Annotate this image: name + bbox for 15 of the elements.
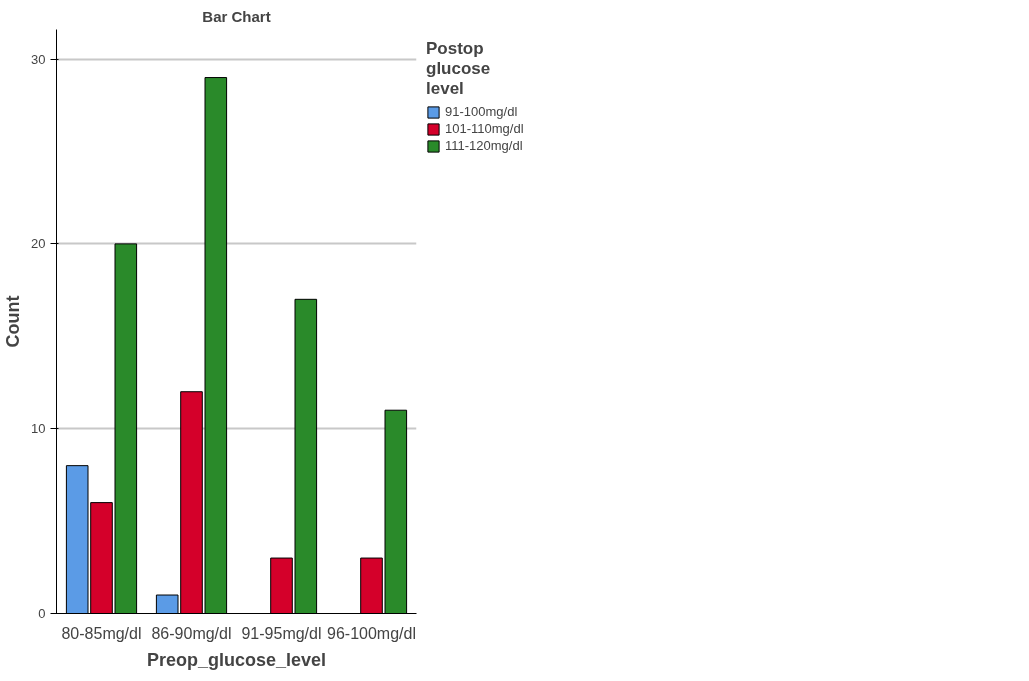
x-tick-label: 86-90mg/dl: [151, 624, 232, 642]
legend-label: 111-120mg/dl: [445, 138, 523, 153]
x-axis-title: Preop_glucose_level: [146, 649, 327, 670]
x-tick-label: 96-100mg/dl: [327, 624, 416, 642]
x-tick-label: 91-95mg/dl: [241, 624, 322, 642]
y-tick-label: 0: [38, 606, 46, 621]
y-axis-title: Count: [3, 295, 24, 348]
legend-label: 91-100mg/dl: [445, 104, 518, 119]
y-tick-label: 10: [31, 421, 46, 437]
y-tick-label: 30: [31, 51, 46, 67]
x-tick-label: 80-85mg/dl: [61, 624, 142, 642]
legend-title: Postop glucose level: [426, 39, 492, 99]
chart-title: Bar Chart: [202, 7, 271, 25]
y-tick-label: 20: [31, 236, 46, 252]
legend-label: 101-110mg/dl: [445, 121, 524, 136]
